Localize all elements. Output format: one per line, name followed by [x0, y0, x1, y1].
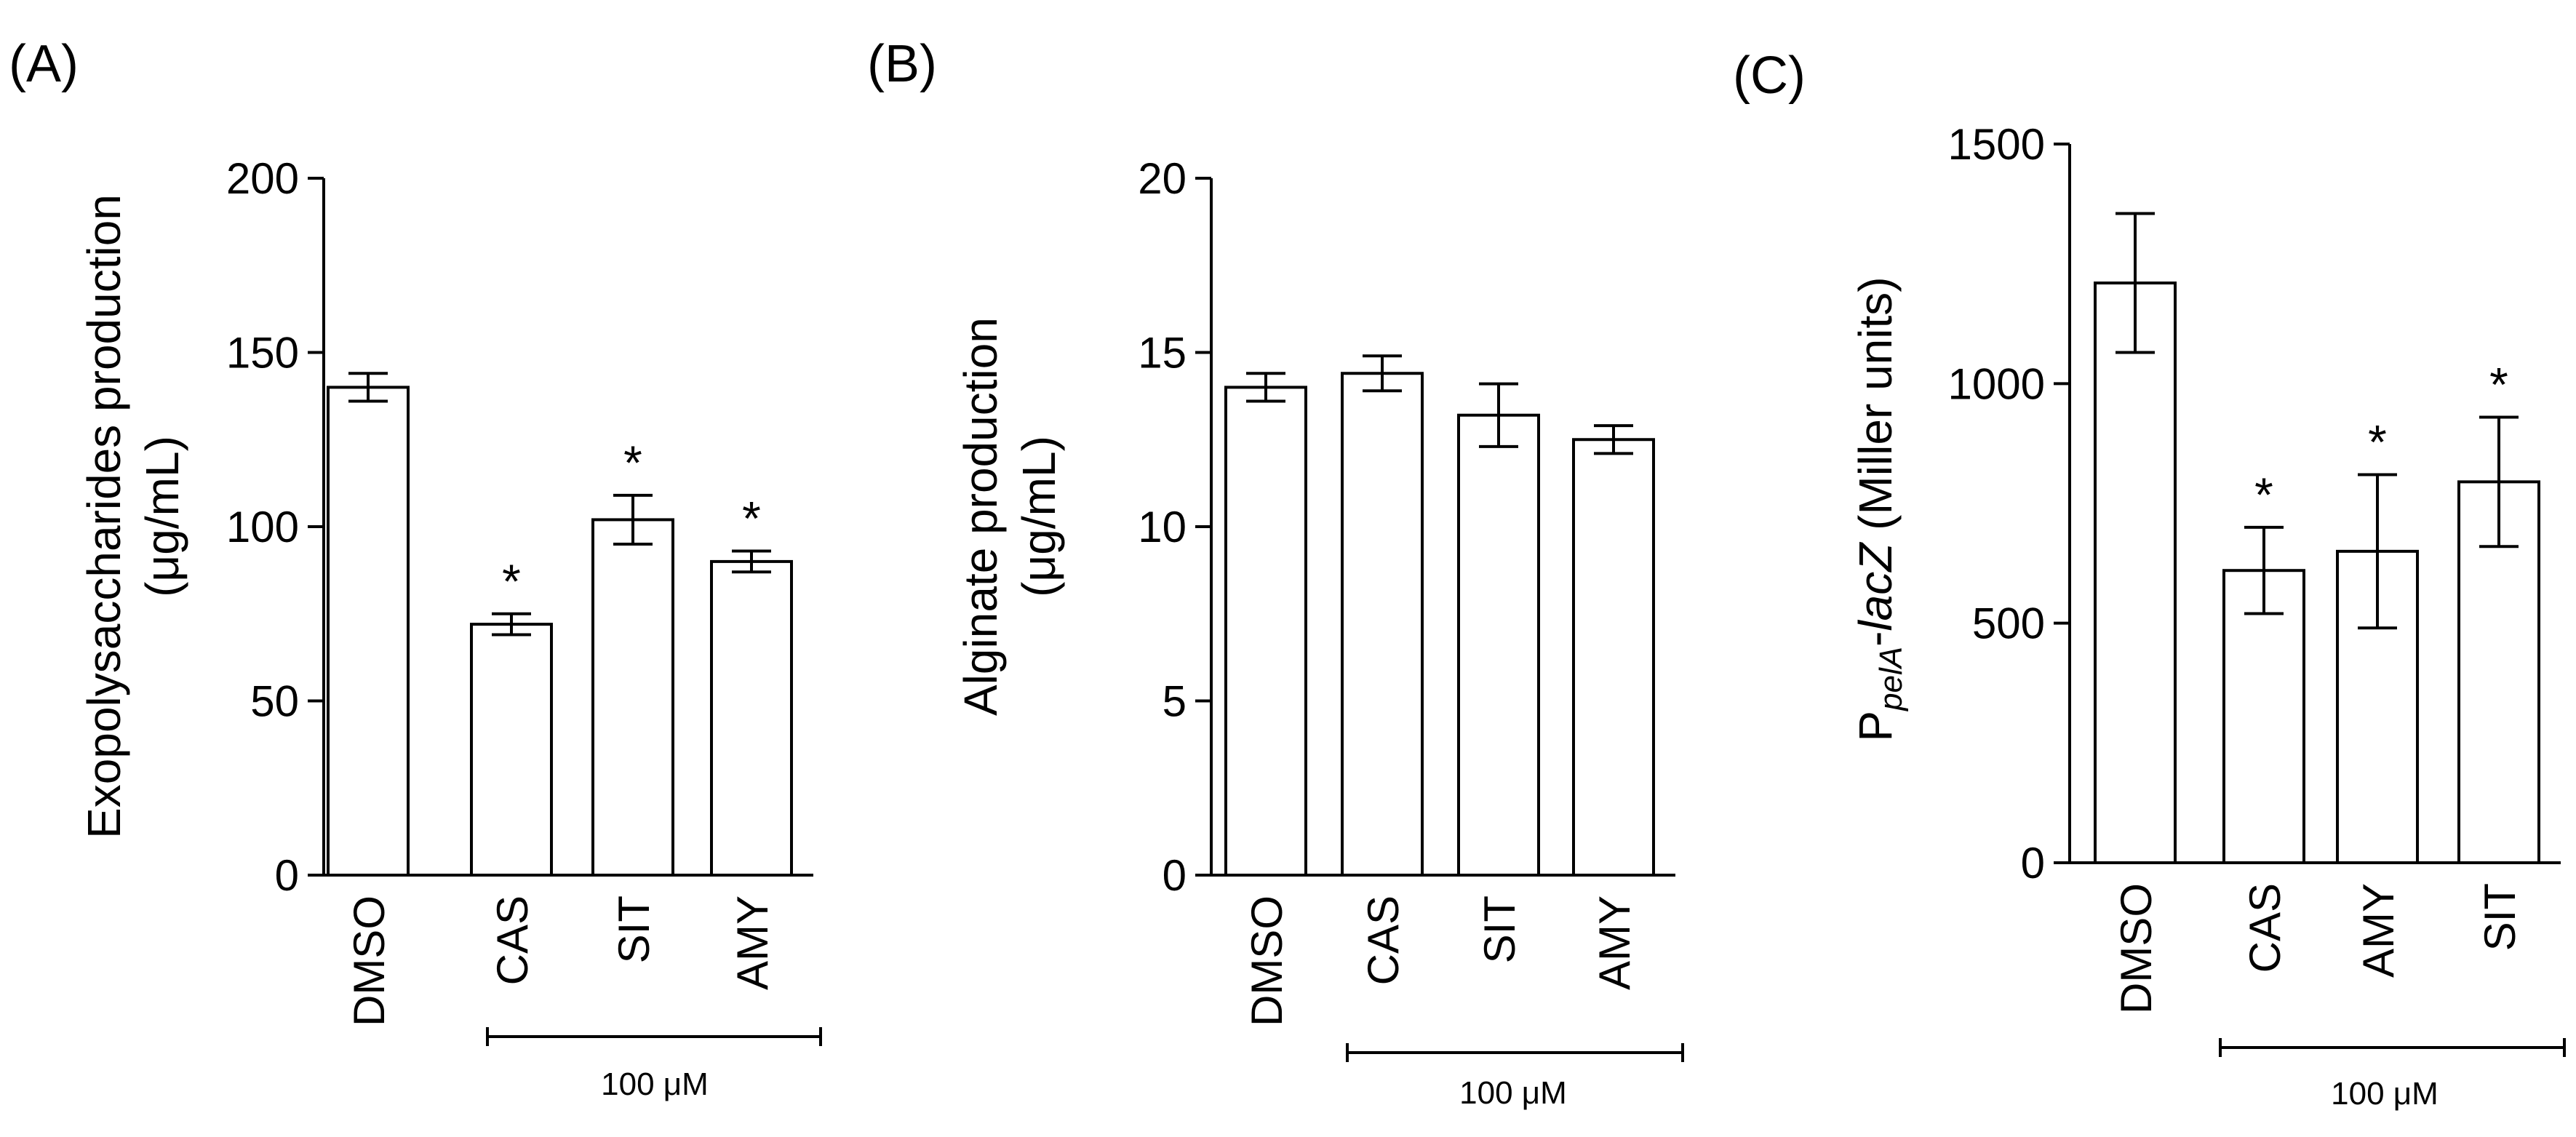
bar-b-amy: [1572, 438, 1655, 877]
x-tick-label-b: DMSO: [1243, 895, 1291, 1026]
x-tick-label-b: AMY: [1590, 895, 1639, 990]
y-axis-title-gene-c: lacZ: [1849, 542, 1902, 631]
y-tick-label-b: 5: [1163, 677, 1187, 726]
y-tick-label-c: 0: [2021, 839, 2045, 887]
bar-c-dmso: [2094, 282, 2177, 865]
y-tick-label-c: 1000: [1948, 359, 2045, 408]
bar-c-cas: [2222, 569, 2305, 864]
x-tick-label-a: CAS: [488, 895, 537, 985]
y-axis-title-prefix-c: P: [1849, 711, 1902, 742]
significance-marker-c: *: [2254, 468, 2273, 522]
y-tick-label-a: 200: [226, 154, 299, 203]
concentration-label-a: 100 μM: [601, 1066, 709, 1102]
y-tick-label-a: 150: [226, 329, 299, 378]
y-axis-title-line1-b: Alginate production: [954, 317, 1007, 716]
significance-marker-a: *: [623, 436, 642, 490]
bar-a-cas: [470, 623, 553, 877]
y-axis-title-c: PpelA-lacZ (Miller units): [1849, 276, 1909, 741]
x-tick-label-c: SIT: [2476, 883, 2524, 951]
y-tick-label-c: 500: [1972, 599, 2045, 648]
panel-label-c: (C): [1733, 47, 1806, 105]
panel-label-a: (A): [9, 35, 79, 93]
y-axis-title-line1-a: Exopolysaccharides production: [78, 194, 130, 839]
significance-marker-c: *: [2368, 415, 2387, 468]
x-tick-label-c: AMY: [2354, 883, 2403, 978]
y-axis-title-line2-b: (μg/mL): [1013, 436, 1065, 597]
y-axis-title-sub-c: pelA: [1873, 647, 1909, 712]
y-axis-title-b: Alginate production (μg/mL): [954, 317, 1065, 716]
bar-b-cas: [1341, 372, 1424, 877]
y-tick-label-b: 10: [1138, 503, 1187, 551]
y-axis-title-unit-c: (Miller units): [1849, 276, 1902, 543]
panel-a: (A) Exopolysaccharides production (μg/mL…: [9, 35, 822, 1102]
svg-text:PpelA-lacZ (Miller units): PpelA-lacZ (Miller units): [1849, 276, 1909, 741]
concentration-label-b: 100 μM: [1459, 1075, 1567, 1111]
x-tick-label-b: SIT: [1475, 895, 1524, 963]
bar-b-dmso: [1224, 386, 1307, 877]
panel-c: (C) PpelA-lacZ (Miller units) 100 μM 0 50…: [1733, 47, 2566, 1112]
x-tick-label-b: CAS: [1359, 895, 1408, 985]
y-axis-title-line2-a: (μg/mL): [136, 436, 188, 597]
y-axis-title-dash-c: -: [1849, 631, 1902, 647]
panel-b: (B) Alginate production (μg/mL) 100 μM 0…: [867, 35, 1684, 1111]
significance-marker-a: *: [742, 492, 761, 546]
y-tick-label-a: 0: [275, 851, 299, 900]
significance-marker-a: *: [502, 554, 521, 608]
bar-a-sit: [591, 518, 674, 877]
y-tick-label-b: 15: [1138, 329, 1187, 378]
x-tick-label-a: AMY: [728, 895, 777, 990]
bar-a-amy: [710, 559, 793, 877]
y-tick-label-b: 0: [1163, 851, 1187, 900]
significance-marker-c: *: [2489, 357, 2508, 411]
bar-b-sit: [1457, 413, 1540, 877]
x-tick-label-a: SIT: [610, 895, 658, 963]
x-tick-label-a: DMSO: [345, 895, 394, 1026]
x-tick-label-c: CAS: [2241, 883, 2289, 973]
y-tick-label-c: 1500: [1948, 120, 2045, 169]
concentration-label-c: 100 μM: [2331, 1076, 2439, 1112]
y-tick-label-a: 100: [226, 503, 299, 551]
y-tick-label-b: 20: [1138, 154, 1187, 203]
y-tick-label-a: 50: [250, 677, 299, 726]
x-tick-label-c: DMSO: [2112, 883, 2161, 1014]
panel-label-b: (B): [867, 35, 937, 93]
y-axis-title-a: Exopolysaccharides production (μg/mL): [78, 194, 188, 839]
bar-a-dmso: [327, 386, 410, 877]
